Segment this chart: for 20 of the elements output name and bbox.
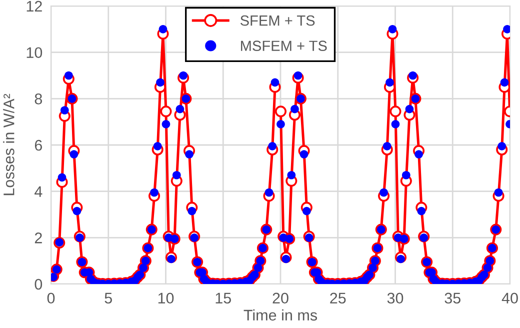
x-tick-label: 35 (444, 292, 460, 304)
legend-label: MSFEM + TS (241, 40, 327, 51)
x-tick-label: 5 (104, 292, 112, 304)
y-tick-label: 2 (34, 232, 42, 244)
legend-label: SFEM + TS (240, 15, 315, 26)
x-tick-label: 0 (47, 292, 55, 304)
x-tick-label: 20 (272, 292, 288, 304)
y-axis-title: Losses in W/A² (3, 94, 14, 196)
x-tick-label: 40 (502, 292, 518, 304)
y-tick-label: 6 (34, 140, 42, 151)
x-axis-title: Time in ms (244, 309, 318, 321)
x-tick-label: 30 (387, 292, 404, 304)
x-tick-label: 10 (158, 292, 174, 304)
y-tick-label: 10 (26, 47, 42, 58)
y-tick-label: 0 (34, 278, 42, 290)
x-tick-label: 15 (216, 292, 231, 304)
x-tick-label: 25 (330, 292, 346, 304)
y-tick-label: 12 (26, 0, 42, 12)
y-tick-label: 8 (34, 94, 42, 104)
y-tick-label: 4 (34, 186, 42, 197)
